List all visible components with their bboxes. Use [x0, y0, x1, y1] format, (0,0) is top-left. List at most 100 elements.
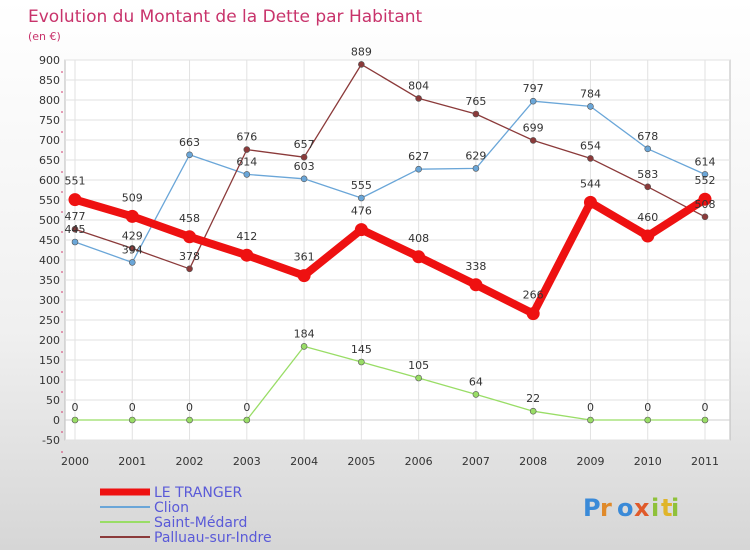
- data-label: 765: [465, 95, 486, 108]
- series-line-saint-m-dard: [74, 345, 706, 421]
- x-tick-label: 2003: [233, 455, 261, 468]
- data-point: [526, 307, 540, 321]
- series-line-le-tranger: [71, 195, 709, 318]
- data-point: [71, 238, 79, 246]
- data-label: 0: [243, 401, 250, 414]
- x-tick-label: 2001: [118, 455, 146, 468]
- data-label: 509: [122, 191, 143, 204]
- data-label: 0: [702, 401, 709, 414]
- data-label: 629: [465, 149, 486, 162]
- x-tick-label: 2000: [61, 455, 89, 468]
- data-label: 699: [523, 121, 544, 134]
- logo-letter: o: [617, 494, 634, 522]
- data-point: [300, 153, 308, 161]
- logo-letter: t: [661, 494, 672, 522]
- data-point: [358, 61, 365, 68]
- data-point: [415, 374, 422, 382]
- y-tick-label: 700: [39, 134, 60, 147]
- data-point: [354, 223, 368, 237]
- data-point: [644, 183, 652, 191]
- data-label: 678: [637, 130, 658, 143]
- data-label: 477: [65, 210, 86, 223]
- data-point: [472, 165, 480, 172]
- legend-entry: Saint-Médard: [154, 515, 247, 531]
- data-label: 145: [351, 343, 372, 356]
- data-point: [701, 416, 709, 424]
- data-label: 544: [580, 177, 601, 190]
- data-point: [125, 209, 139, 223]
- label-layer: 551 509 458 412 361 476 408 338 266 544 460 552 445 3…: [65, 45, 716, 414]
- data-label: 394: [122, 243, 143, 256]
- data-point: [297, 269, 311, 283]
- axis-layer: -50 0 50 100 150 200 250 300 350 400 450 500 550 600 6…: [39, 54, 719, 468]
- data-point: [358, 358, 365, 366]
- data-label: 184: [294, 327, 315, 340]
- data-point: [68, 193, 82, 207]
- logo-letter: x: [634, 494, 650, 522]
- data-label: 614: [236, 155, 257, 168]
- data-label: 0: [129, 401, 136, 414]
- data-point: [300, 343, 308, 350]
- data-point: [243, 416, 251, 424]
- y-tick-label: 450: [39, 234, 60, 247]
- logo-letter: i: [651, 494, 659, 522]
- data-label: 429: [122, 229, 143, 242]
- x-tick-label: 2007: [462, 455, 490, 468]
- x-tick-label: 2002: [176, 455, 204, 468]
- data-label: 408: [408, 232, 429, 245]
- data-point: [358, 194, 365, 202]
- x-tick-label: 2010: [634, 455, 662, 468]
- data-point: [71, 225, 79, 233]
- y-tick-label: 650: [39, 154, 60, 167]
- y-tick-label: 350: [39, 274, 60, 287]
- data-point: [583, 195, 597, 209]
- data-label: 508: [695, 198, 716, 211]
- legend-entry: LE TRANGER: [154, 485, 243, 501]
- data-point: [644, 145, 652, 153]
- data-point: [701, 213, 709, 221]
- data-point: [128, 259, 136, 266]
- data-label: 460: [637, 211, 658, 224]
- data-label: 551: [65, 175, 86, 188]
- data-label: 663: [179, 136, 200, 149]
- data-label: 0: [587, 401, 594, 414]
- data-point: [183, 230, 197, 244]
- data-point: [243, 146, 251, 153]
- data-point: [128, 416, 136, 424]
- legend-entry: Clion: [154, 500, 189, 516]
- y-tick-label: 0: [53, 414, 60, 427]
- data-label: 676: [236, 131, 257, 144]
- data-point: [300, 175, 308, 183]
- data-point: [186, 416, 193, 424]
- data-label: 22: [526, 392, 540, 405]
- x-tick-label: 2011: [691, 455, 719, 468]
- y-tick-label: 800: [39, 94, 60, 107]
- data-label: 627: [408, 150, 429, 163]
- data-point: [240, 248, 254, 262]
- y-tick-label: 500: [39, 214, 60, 227]
- data-label: 338: [465, 260, 486, 273]
- y-tick-label: 750: [39, 114, 60, 127]
- series-line-clion: [74, 100, 706, 264]
- data-label: 266: [523, 289, 544, 302]
- data-label: 603: [294, 160, 315, 173]
- data-label: 458: [179, 212, 200, 225]
- x-tick-label: 2006: [405, 455, 433, 468]
- data-point: [469, 278, 483, 292]
- data-point: [529, 407, 537, 415]
- data-point: [186, 265, 193, 273]
- data-label: 657: [294, 138, 315, 151]
- data-point: [243, 171, 251, 178]
- data-point: [186, 151, 193, 159]
- y-tick-label: -50: [42, 434, 60, 447]
- x-tick-label: 2009: [576, 455, 604, 468]
- data-label: 64: [469, 375, 483, 388]
- data-label: 614: [695, 155, 716, 168]
- data-point: [472, 110, 480, 118]
- data-label: 583: [637, 168, 658, 181]
- chart-title: Evolution du Montant de la Dette par Hab…: [28, 7, 423, 27]
- logo-letter: P: [583, 494, 601, 522]
